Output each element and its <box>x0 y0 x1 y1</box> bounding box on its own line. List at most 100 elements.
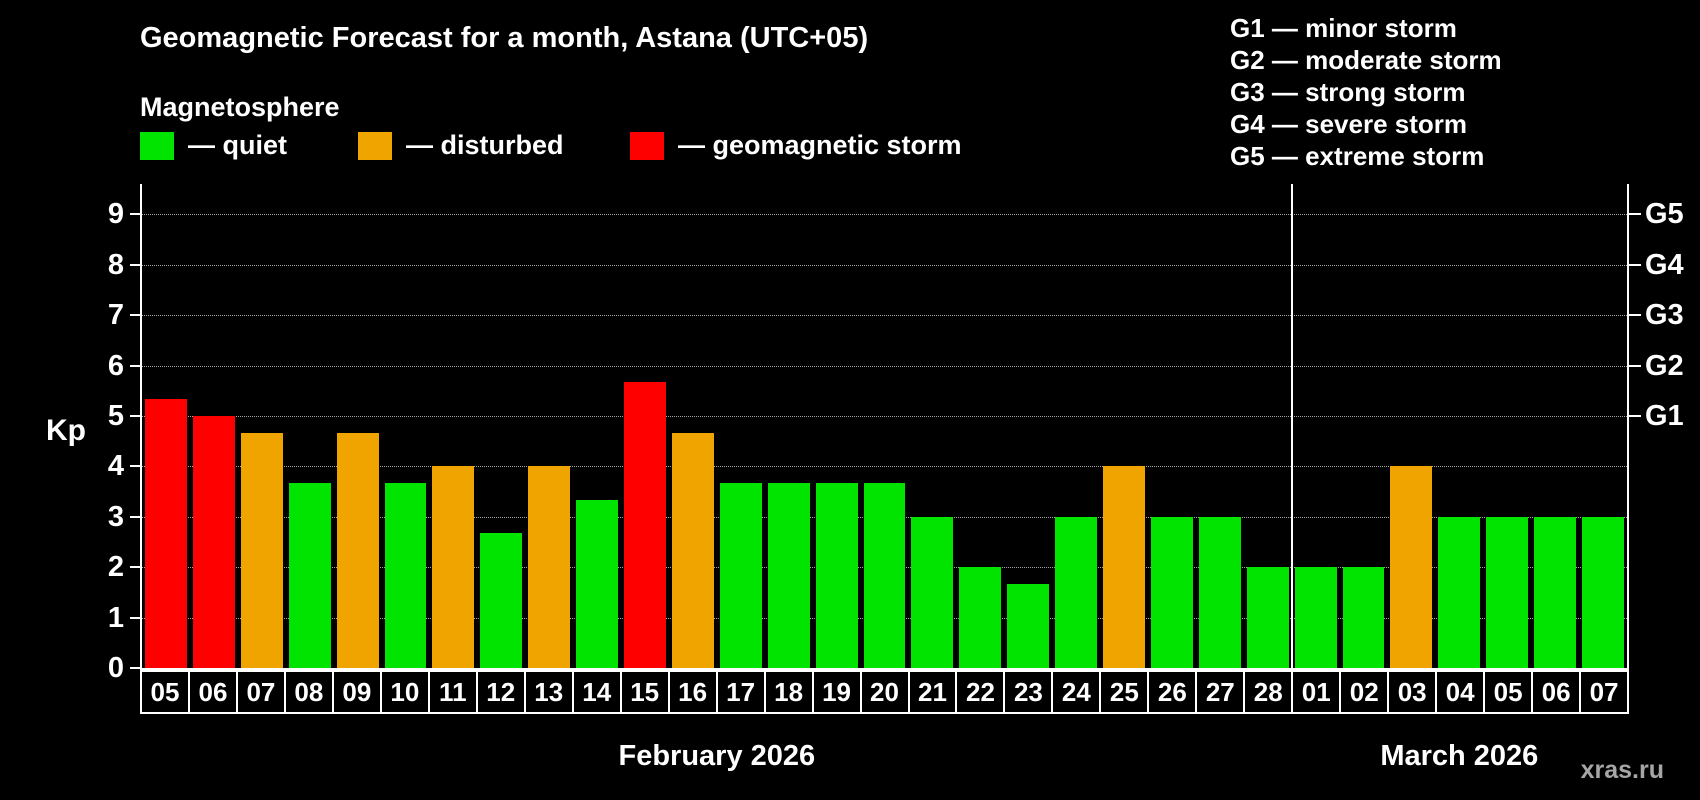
day-label: 02 <box>1341 672 1390 712</box>
kp-bar <box>528 466 571 668</box>
day-label: 25 <box>1101 672 1150 712</box>
day-label: 15 <box>622 672 670 712</box>
y-axis-tick-label: 2 <box>107 551 124 584</box>
kp-bar <box>671 432 714 668</box>
right-axis-label-g3: G3 <box>1645 299 1684 332</box>
right-axis-tick <box>1627 314 1641 317</box>
kp-bar <box>480 533 523 668</box>
y-axis-tick-label: 8 <box>107 248 124 281</box>
day-label: 28 <box>1245 672 1294 712</box>
kp-bar <box>192 415 235 668</box>
plot-area: 0 1 2 3 4 5 6 7 8 9 G1 G2 G3 G4 G5 <box>108 184 1684 684</box>
day-label: 05 <box>142 672 190 712</box>
legend-label-storm: — geomagnetic storm <box>678 130 962 160</box>
gridline-kp-4 <box>142 466 1627 468</box>
day-label: 22 <box>957 672 1006 712</box>
day-label: 20 <box>862 672 910 712</box>
kp-bar <box>1486 516 1529 668</box>
day-label: 27 <box>1197 672 1246 712</box>
day-label: 07 <box>1589 677 1619 707</box>
y-axis-tick-label: 6 <box>107 349 124 382</box>
right-axis-tick <box>1627 364 1641 367</box>
day-label: 12 <box>478 672 526 712</box>
y-axis-tick <box>130 263 142 266</box>
y-axis-tick-label: 3 <box>107 500 124 533</box>
day-label: 08 <box>286 672 334 712</box>
gridline-kp-6 <box>142 365 1627 367</box>
kp-bar <box>1007 583 1050 668</box>
right-axis-tick <box>1627 414 1641 417</box>
day-label: 26 <box>1149 672 1198 712</box>
right-axis-label-g2: G2 <box>1645 349 1684 382</box>
gridline-kp-7 <box>142 315 1627 317</box>
legend-swatch-quiet <box>140 131 174 160</box>
kp-bar <box>1246 567 1289 668</box>
day-label: 19 <box>814 672 862 712</box>
kp-bar <box>145 399 187 668</box>
month-label: March 2026 <box>1380 740 1539 772</box>
kp-bar <box>815 482 858 668</box>
month-separator-line <box>1290 184 1293 668</box>
legend-item-storm: — geomagnetic storm <box>630 130 962 161</box>
kp-bar <box>1582 516 1624 668</box>
day-label: 06 <box>190 672 238 712</box>
storm-scale-item: G3 — strong storm <box>1230 77 1466 107</box>
day-label: 05 <box>1485 672 1534 712</box>
kp-bar <box>1294 567 1337 668</box>
right-axis-label-g5: G5 <box>1645 198 1684 231</box>
kp-bar <box>384 482 427 668</box>
kp-bar <box>1342 567 1385 668</box>
right-axis-tick <box>1627 263 1641 266</box>
kp-bar <box>288 482 331 668</box>
y-axis-tick <box>130 414 142 417</box>
kp-bar <box>1150 516 1193 668</box>
month-label: February 2026 <box>618 740 816 772</box>
storm-scale-item: G2 — moderate storm <box>1230 45 1502 75</box>
day-label: 13 <box>526 672 574 712</box>
day-label: 07 <box>238 672 286 712</box>
y-axis-tick <box>130 213 142 216</box>
magnetosphere-label: Magnetosphere <box>140 92 340 122</box>
day-label: 01 <box>1293 672 1342 712</box>
y-axis-tick <box>130 616 142 619</box>
kp-bar <box>1390 466 1433 668</box>
y-axis-tick <box>130 465 142 468</box>
y-axis-tick <box>130 515 142 518</box>
y-axis-tick <box>130 667 142 669</box>
storm-scale-item: G5 — extreme storm <box>1230 141 1485 171</box>
y-axis-label: Kp <box>46 414 86 447</box>
storm-scale-item: G4 — severe storm <box>1230 109 1468 139</box>
y-axis-tick-label: 7 <box>107 299 124 332</box>
kp-bar <box>1198 516 1241 668</box>
kp-bar <box>624 382 666 668</box>
day-axis: 05 06 07 08 09 10 11 12 13 14 15 16 17 18 19 20 21 22 23 24… <box>140 670 1629 714</box>
day-label: 11 <box>430 672 478 712</box>
legend-swatch-storm <box>630 131 664 160</box>
legend-label-quiet: — quiet <box>188 130 287 160</box>
y-axis-tick-label: 0 <box>107 652 124 684</box>
day-label: 23 <box>1005 672 1054 712</box>
kp-bar <box>576 500 619 668</box>
gridline-kp-8 <box>142 264 1627 266</box>
y-axis-tick <box>130 314 142 317</box>
kp-bar <box>767 482 810 668</box>
day-label: 14 <box>574 672 622 712</box>
y-axis-tick <box>130 566 142 569</box>
legend-swatch-disturbed <box>358 131 392 160</box>
day-label: 04 <box>1437 672 1486 712</box>
storm-scale-legend: G1 — minor storm G2 — moderate storm G3 — … <box>1230 12 1502 172</box>
day-label: 24 <box>1053 672 1102 712</box>
y-axis-tick-label: 1 <box>107 601 124 634</box>
day-label: 16 <box>670 672 718 712</box>
legend-item-quiet: — quiet <box>140 130 287 161</box>
kp-bar <box>336 432 379 668</box>
kp-bar <box>959 567 1002 668</box>
y-axis-tick-label: 9 <box>107 198 124 231</box>
status-legend: — quiet — disturbed — geomagnetic storm <box>140 130 1040 162</box>
kp-bar <box>719 482 762 668</box>
legend-item-disturbed: — disturbed <box>358 130 564 161</box>
kp-bar <box>911 516 954 668</box>
kp-bar <box>432 466 475 668</box>
gridline-kp-5 <box>142 415 1627 417</box>
right-axis-label-g4: G4 <box>1645 248 1684 281</box>
